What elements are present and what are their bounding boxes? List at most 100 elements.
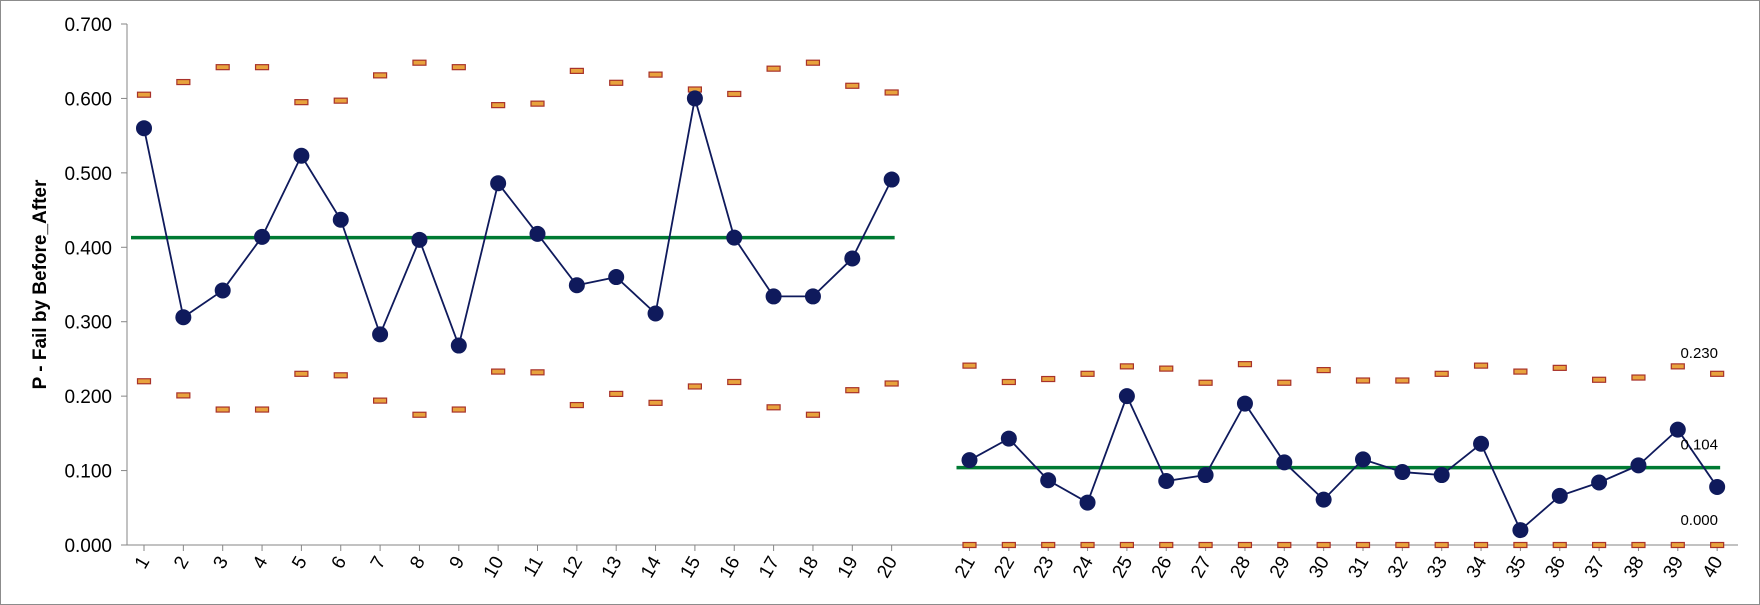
lcl-marker — [1159, 541, 1174, 549]
data-point — [1630, 457, 1647, 474]
lcl-marker — [687, 383, 703, 390]
x-tick-label: 3 — [210, 553, 233, 573]
x-tick-label: 11 — [520, 553, 548, 581]
x-tick-label: 34 — [1463, 553, 1492, 582]
x-tick-label: 7 — [367, 553, 390, 573]
ucl-marker — [1395, 377, 1410, 384]
data-point — [1118, 388, 1135, 405]
data-point — [450, 337, 467, 354]
lcl-marker — [1355, 541, 1371, 549]
limit-annotation: 0.230 — [1680, 345, 1718, 362]
y-tick-label: 0.700 — [64, 15, 112, 36]
ucl-marker — [294, 99, 309, 106]
x-tick-label: 23 — [1030, 553, 1059, 582]
x-tick-label: 36 — [1541, 553, 1570, 582]
x-tick-label: 39 — [1659, 553, 1688, 582]
lcl-marker — [136, 378, 152, 385]
data-point — [1197, 467, 1214, 484]
x-tick-label: 25 — [1108, 553, 1137, 582]
x-tick-label: 27 — [1187, 553, 1216, 582]
axes: 0.000 0.100 0.200 0.300 0.400 0.500 0.600 0.700… — [30, 15, 1738, 582]
data-point — [1276, 454, 1293, 471]
data-point — [1591, 474, 1608, 491]
ucl-marker — [136, 91, 152, 98]
labels: 0.230 0.104 0.000 — [1680, 345, 1718, 529]
x-tick-label: 37 — [1581, 553, 1610, 582]
x-tick-label: 17 — [755, 553, 784, 582]
ucl-marker — [1355, 377, 1371, 384]
data-point — [254, 228, 271, 245]
x-tick-label: 28 — [1227, 553, 1256, 582]
lcl-marker — [530, 369, 545, 376]
data-point — [372, 326, 389, 343]
x-tick-label: 16 — [716, 553, 745, 582]
ucl-marker — [1237, 361, 1253, 368]
lcl-marker — [176, 392, 191, 399]
limit-annotation: 0.000 — [1680, 512, 1718, 529]
lcl-marker — [373, 397, 388, 404]
x-tick-label: 24 — [1069, 553, 1098, 582]
lcl-marker — [1198, 541, 1213, 549]
lcl-marker — [1316, 541, 1331, 549]
data-point — [214, 282, 231, 299]
ucl-marker — [491, 102, 506, 109]
lcl-marker — [569, 401, 584, 409]
data-point — [961, 452, 978, 469]
x-tick-label: 12 — [558, 553, 587, 582]
data-point — [1709, 478, 1726, 495]
data-point — [1394, 464, 1411, 481]
data-point — [568, 277, 585, 294]
lcl-marker — [1670, 541, 1685, 549]
ucl-marker — [727, 90, 742, 98]
data-point — [411, 231, 428, 248]
x-tick-label: 8 — [406, 553, 429, 573]
series-p — [136, 90, 1726, 539]
ucl-marker — [1710, 370, 1725, 377]
ucl-marker — [1670, 363, 1685, 370]
lcl-marker — [884, 380, 899, 387]
ucl-marker — [215, 64, 230, 71]
data-point — [608, 269, 625, 286]
ucl-marker — [845, 82, 860, 89]
x-tick-label: 1 — [131, 553, 154, 573]
lcl-marker — [1473, 541, 1489, 549]
series-line — [143, 98, 893, 349]
lcl-marker — [609, 390, 624, 398]
lcl-marker — [1631, 541, 1646, 549]
x-tick-label: 19 — [834, 553, 863, 582]
data-point — [844, 250, 861, 267]
data-point — [490, 175, 507, 192]
ucl-marker — [569, 67, 584, 74]
data-point — [175, 309, 192, 326]
data-point — [1315, 491, 1332, 508]
lcl-marker — [491, 368, 506, 375]
x-tick-label: 15 — [676, 553, 705, 582]
center-lines — [131, 235, 1721, 470]
data-point — [686, 90, 703, 107]
ucl-marker — [1434, 370, 1449, 377]
data-point — [1669, 421, 1686, 438]
ucl-marker — [884, 89, 899, 96]
x-tick-label: 10 — [480, 553, 509, 582]
x-tick-label: 13 — [598, 553, 627, 582]
data-point — [332, 211, 349, 228]
x-tick-label: 38 — [1620, 553, 1649, 582]
x-tick-label: 22 — [990, 553, 1019, 582]
lcl-marker — [294, 370, 309, 377]
ucl-marker — [962, 362, 977, 369]
x-tick-label: 9 — [446, 553, 469, 573]
x-tick-label: 33 — [1423, 553, 1452, 582]
lcl-marker — [1080, 541, 1095, 549]
x-tick-label: 6 — [328, 553, 351, 573]
x-tick-label: 26 — [1148, 553, 1177, 582]
lcl-marker — [845, 387, 860, 394]
ucl-marker — [1591, 376, 1607, 383]
y-tick-label: 0.400 — [64, 238, 112, 259]
x-tick-label: 35 — [1502, 553, 1531, 582]
lcl-marker — [1237, 541, 1253, 549]
data-point — [1158, 472, 1175, 489]
x-tick-label: 40 — [1699, 553, 1728, 582]
lcl-marker — [333, 372, 348, 379]
